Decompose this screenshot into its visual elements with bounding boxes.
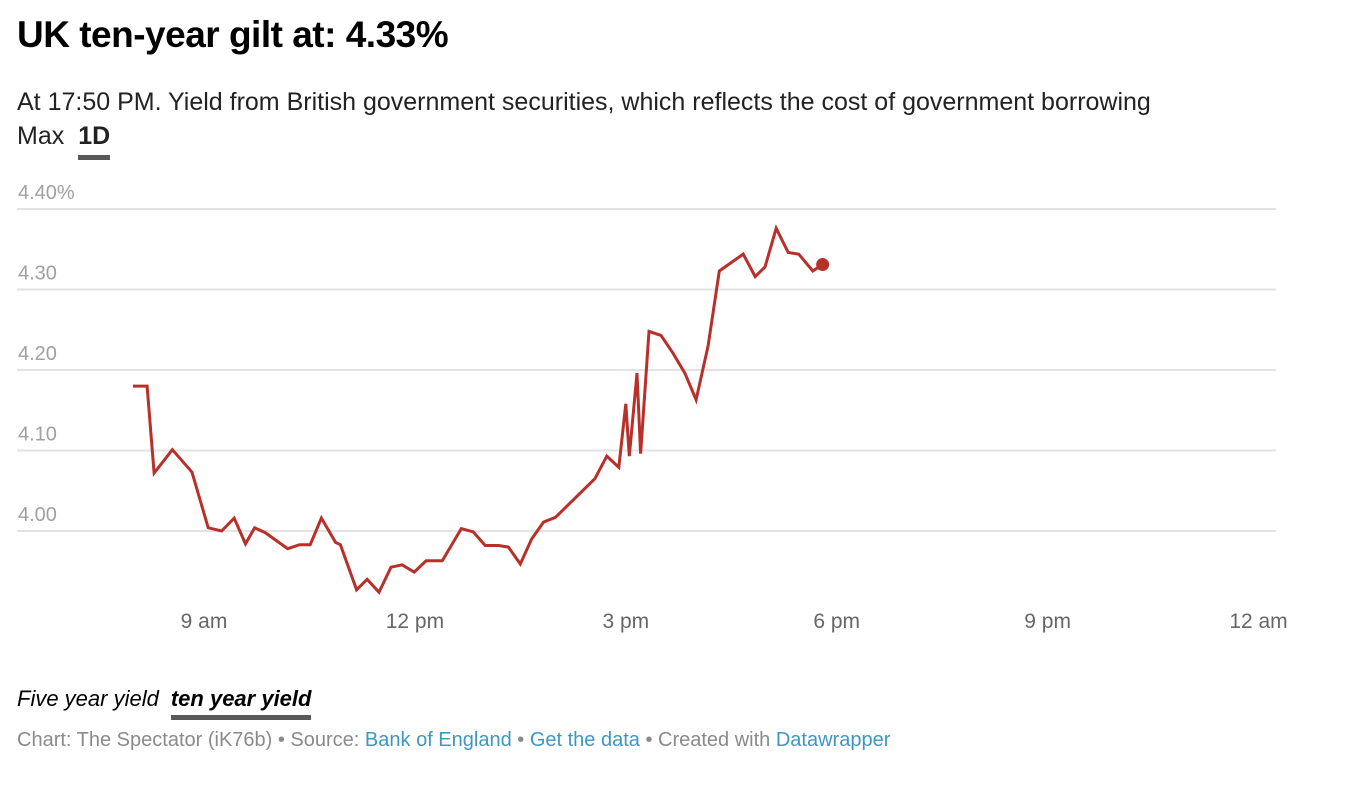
source-link[interactable]: Bank of England bbox=[364, 729, 512, 751]
datawrapper-link[interactable]: Datawrapper bbox=[775, 729, 891, 751]
footer-separator: • Created with bbox=[639, 729, 776, 751]
y-tick-label: 4.40% bbox=[18, 182, 75, 204]
x-axis-labels: 9 am 12 pm 3 pm 6 pm 9 pm 12 am bbox=[181, 610, 1288, 633]
x-tick-label: 3 pm bbox=[602, 610, 649, 633]
x-tick-label: 9 pm bbox=[1024, 610, 1071, 633]
series-tab-ten-year[interactable]: ten year yield bbox=[170, 686, 312, 720]
x-tick-label: 12 am bbox=[1229, 610, 1287, 633]
range-tab-1d[interactable]: 1D bbox=[78, 122, 111, 160]
series-tabs: Five year yield ten year yield bbox=[17, 686, 312, 720]
footer-separator: • bbox=[511, 729, 530, 751]
series-tab-five-year[interactable]: Five year yield bbox=[17, 686, 159, 711]
x-tick-label: 9 am bbox=[181, 610, 228, 633]
line-chart: 4.40%4.304.204.104.00 9 am 12 pm 3 pm 6 pm 9… bbox=[17, 182, 1288, 633]
chart-footer: Chart: The Spectator (iK76b) • Source: B… bbox=[17, 729, 890, 752]
chart-subtitle: At 17:50 PM. Yield from British governme… bbox=[17, 88, 1151, 116]
footer-credit: Chart: The Spectator (iK76b) bbox=[17, 729, 273, 751]
last-value-marker bbox=[816, 258, 830, 272]
x-tick-label: 12 pm bbox=[386, 610, 444, 633]
y-tick-label: 4.00 bbox=[18, 504, 57, 526]
y-tick-label: 4.20 bbox=[18, 343, 57, 365]
x-tick-label: 6 pm bbox=[813, 610, 860, 633]
get-data-link[interactable]: Get the data bbox=[529, 729, 640, 751]
y-tick-label: 4.10 bbox=[18, 424, 57, 446]
chart-title: UK ten-year gilt at: 4.33% bbox=[17, 14, 449, 55]
series-layer bbox=[133, 224, 830, 595]
range-tabs: Max 1D bbox=[17, 122, 111, 160]
footer-separator: • Source: bbox=[272, 729, 365, 751]
y-tick-label: 4.30 bbox=[18, 263, 57, 285]
series-line-ten-year-yield bbox=[133, 224, 824, 595]
range-tab-max[interactable]: Max bbox=[17, 122, 65, 150]
y-axis-labels: 4.40% 4.30 4.20 4.10 4.00 bbox=[18, 182, 75, 526]
